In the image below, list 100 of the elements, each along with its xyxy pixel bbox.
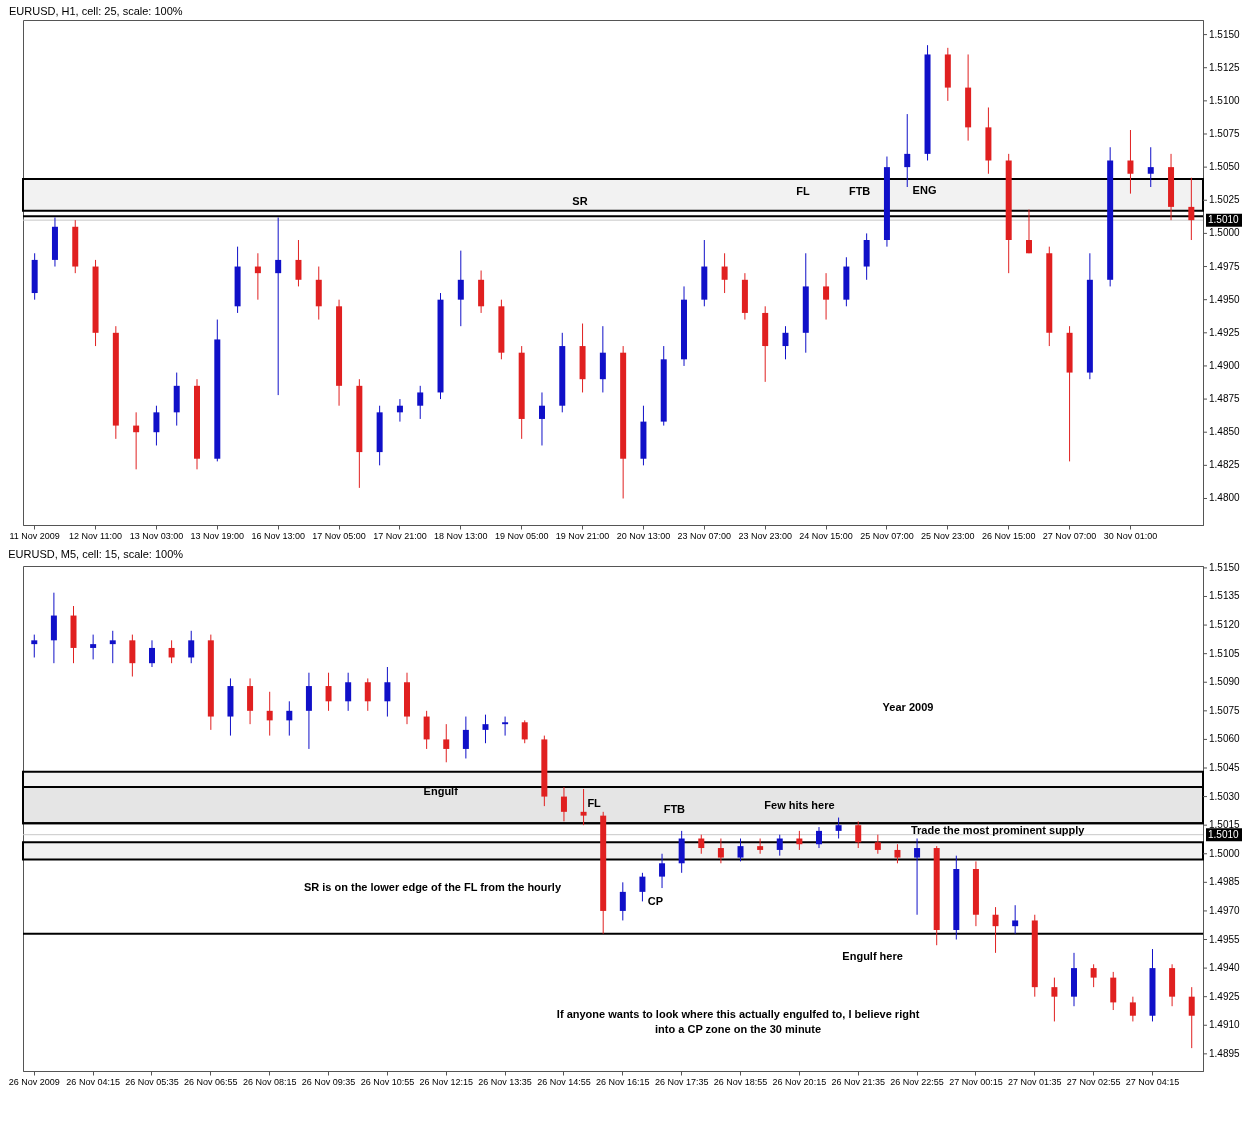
y-tick-label: 1.4925 xyxy=(1209,326,1241,338)
x-tick-label: 12 Nov 11:00 xyxy=(69,530,122,541)
candlestick xyxy=(254,252,261,301)
x-tick-label: 26 Nov 06:55 xyxy=(184,1076,238,1087)
candlestick xyxy=(619,881,626,921)
y-tick-label: 1.5015 xyxy=(1209,819,1241,831)
x-tick-label: 27 Nov 00:15 xyxy=(949,1076,1003,1087)
y-tick-label: 1.4800 xyxy=(1209,492,1241,504)
annotation: Few hits here xyxy=(764,799,835,812)
candlestick xyxy=(1090,963,1097,988)
x-tick-label: 26 Nov 2009 xyxy=(8,1076,60,1087)
candlestick xyxy=(109,630,116,664)
candlestick xyxy=(417,385,424,420)
candlestick xyxy=(659,853,666,889)
x-tick-label: 26 Nov 20:15 xyxy=(772,1076,827,1087)
annotation: FTB xyxy=(848,184,871,197)
candlestick xyxy=(992,906,999,954)
candlestick xyxy=(188,630,195,664)
candlestick xyxy=(914,838,921,916)
candlestick xyxy=(1129,996,1136,1022)
y-tick-label: 1.5000 xyxy=(1209,847,1241,859)
x-tick-label: 26 Nov 04:15 xyxy=(66,1076,120,1087)
y-tick-label: 1.5030 xyxy=(1209,790,1241,802)
candlestick xyxy=(521,719,528,744)
y-tick-label: 1.4970 xyxy=(1209,904,1241,916)
candlestick xyxy=(133,411,140,470)
y-tick-label: 1.5060 xyxy=(1209,733,1241,745)
x-tick-label: 19 Nov 21:00 xyxy=(555,530,610,541)
x-tick-label: 20 Nov 13:00 xyxy=(616,530,671,541)
x-tick-label: 13 Nov 03:00 xyxy=(129,530,184,541)
x-tick-label: 30 Nov 01:00 xyxy=(1103,530,1158,541)
y-tick-label: 1.5075 xyxy=(1209,704,1241,716)
annotation: If anyone wants to look where this actually engulfed to, I believe right into a CP zone on the 30 minute xyxy=(556,1008,920,1036)
candlestick xyxy=(717,838,724,864)
x-tick-label: 26 Nov 21:35 xyxy=(831,1076,885,1087)
candlestick xyxy=(31,634,38,658)
y-tick-label: 1.4925 xyxy=(1209,990,1241,1002)
candlestick xyxy=(423,710,430,750)
candlestick xyxy=(396,398,403,423)
candlestick xyxy=(462,716,469,759)
x-tick-label: 17 Nov 21:00 xyxy=(373,530,427,541)
candlestick xyxy=(90,634,97,660)
candlestick xyxy=(815,826,822,849)
x-tick-label: 26 Nov 17:35 xyxy=(654,1076,709,1087)
y-tick-label: 1.4895 xyxy=(1209,1047,1241,1059)
candlestick xyxy=(894,843,901,864)
y-tick-label: 1.5025 xyxy=(1209,194,1241,206)
candlestick xyxy=(457,250,464,327)
x-tick-label: 26 Nov 16:15 xyxy=(596,1076,650,1087)
x-tick-label: 26 Nov 12:15 xyxy=(419,1076,474,1087)
y-tick-label: 1.4910 xyxy=(1209,1019,1241,1031)
candlestick xyxy=(286,700,293,737)
ref-line-label: 1.5010 xyxy=(1208,214,1240,226)
y-tick-label: 1.5090 xyxy=(1209,676,1241,688)
x-tick-label: 26 Nov 18:55 xyxy=(713,1076,768,1087)
candlestick xyxy=(148,639,155,668)
y-tick-label: 1.4875 xyxy=(1209,393,1241,405)
x-tick-label: 27 Nov 04:15 xyxy=(1125,1076,1180,1087)
y-tick-label: 1.5125 xyxy=(1209,61,1241,73)
y-tick-label: 1.4940 xyxy=(1209,962,1241,974)
candlestick xyxy=(364,677,371,712)
chart-title: EURUSD, M5, cell: 15, scale: 100% xyxy=(8,547,184,560)
x-tick-label: 11 Nov 2009 xyxy=(9,530,60,541)
candlestick xyxy=(502,716,509,737)
y-tick-label: 1.4900 xyxy=(1209,359,1241,371)
x-tick-label: 25 Nov 23:00 xyxy=(921,530,975,541)
candlestick xyxy=(1188,177,1195,241)
y-tick-label: 1.5100 xyxy=(1209,94,1241,106)
x-tick-label: 24 Nov 15:00 xyxy=(799,530,853,541)
y-tick-label: 1.5150 xyxy=(1209,561,1241,573)
x-tick-label: 27 Nov 07:00 xyxy=(1042,530,1097,541)
candlestick xyxy=(482,714,489,744)
x-tick-label: 26 Nov 05:35 xyxy=(125,1076,179,1087)
candlestick xyxy=(904,113,911,188)
y-tick-label: 1.5105 xyxy=(1209,647,1241,659)
x-tick-label: 13 Nov 19:00 xyxy=(190,530,245,541)
y-tick-label: 1.5000 xyxy=(1209,227,1241,239)
candlestick xyxy=(580,788,587,826)
x-tick-label: 27 Nov 01:35 xyxy=(1008,1076,1062,1087)
annotation: Year 2009 xyxy=(882,701,934,714)
x-tick-label: 26 Nov 15:00 xyxy=(981,530,1036,541)
y-tick-label: 1.5150 xyxy=(1209,28,1241,40)
x-tick-label: 26 Nov 08:15 xyxy=(242,1076,297,1087)
annotation: ENG xyxy=(912,183,937,196)
candlestick xyxy=(1188,986,1195,1049)
ref-line-label: SR xyxy=(572,195,588,208)
candlestick xyxy=(1012,904,1019,935)
y-tick-label: 1.4985 xyxy=(1209,876,1241,888)
x-tick-label: 23 Nov 23:00 xyxy=(738,530,792,541)
annotation: FTB xyxy=(663,803,686,816)
annotation: Engulf here xyxy=(842,950,903,963)
x-tick-label: 26 Nov 22:55 xyxy=(890,1076,944,1087)
candlestick xyxy=(295,239,302,287)
candlestick xyxy=(757,838,764,855)
y-tick-label: 1.4950 xyxy=(1209,293,1241,305)
candlestick xyxy=(345,672,352,712)
x-tick-label: 26 Nov 13:35 xyxy=(478,1076,532,1087)
candlestick xyxy=(823,272,830,321)
x-tick-label: 19 Nov 05:00 xyxy=(494,530,549,541)
annotation: CP xyxy=(647,894,664,907)
